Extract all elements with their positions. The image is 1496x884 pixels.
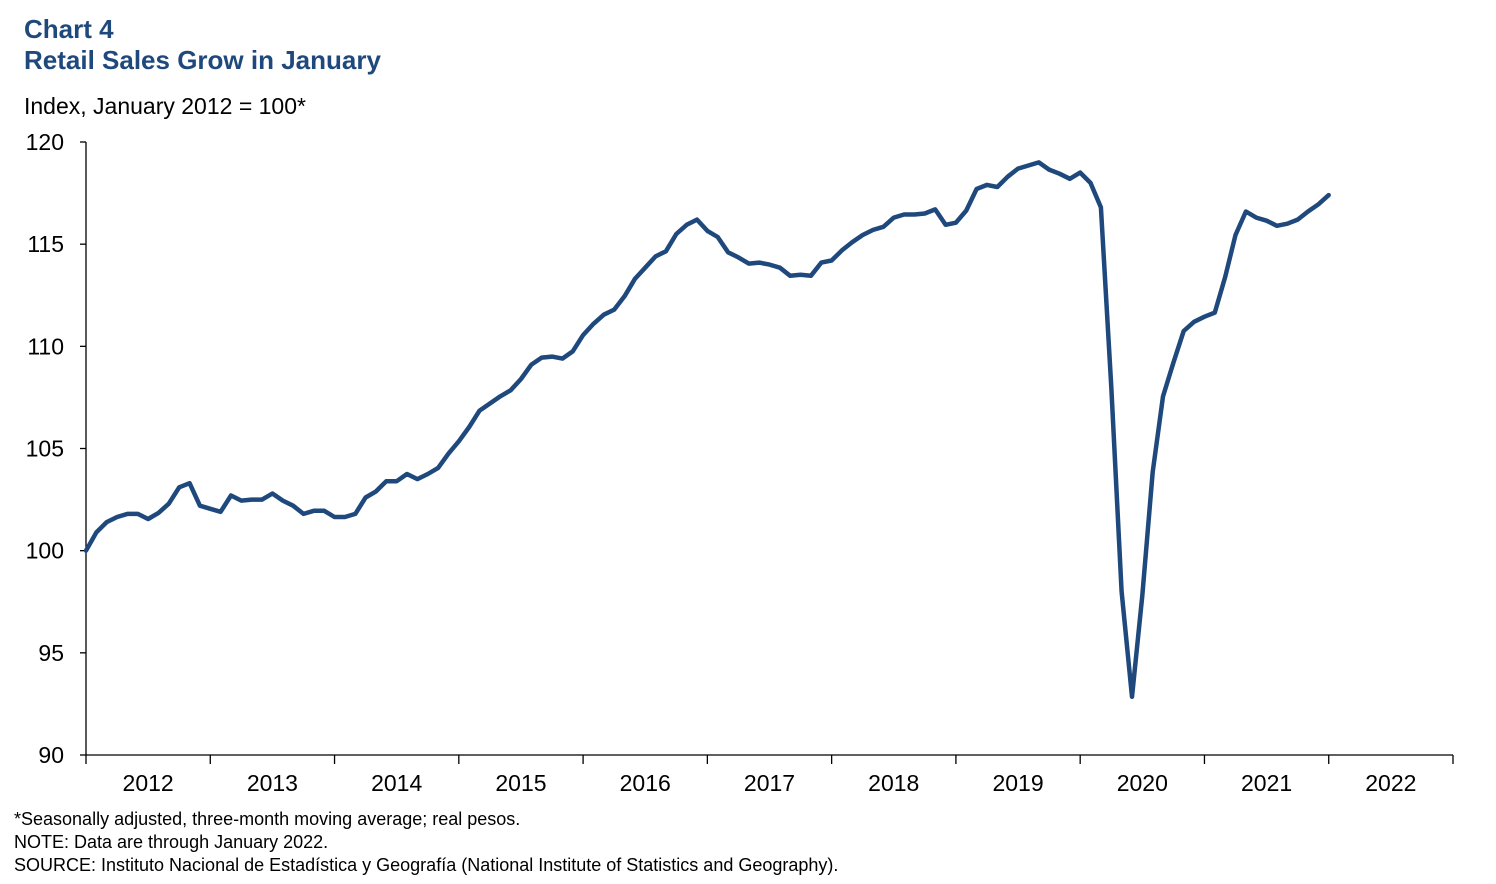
x-tick-label: 2015 [495,770,546,796]
x-tick-label: 2019 [992,770,1043,796]
x-tick-label: 2014 [371,770,422,796]
x-axis: 2012 2013 2014 2015 2016 2017 2018 2019 2020 2021… [85,754,1454,796]
y-tick-label: 120 [26,129,64,155]
series-line-retail-sales [83,160,1331,700]
x-tick-label: 2021 [1241,770,1292,796]
x-tick-label: 2013 [247,770,298,796]
y-axis-unit-label: Index, January 2012 = 100* [24,93,306,119]
chart-title-block: Chart 4 Retail Sales Grow in January [24,14,381,76]
y-tick-label: 90 [38,742,64,768]
x-tick-label: 2020 [1117,770,1168,796]
footnote-note: NOTE: Data are through January 2022. [14,832,329,852]
y-tick-label: 100 [26,538,64,564]
y-tick-label: 115 [27,231,64,257]
footnote-seasonal: *Seasonally adjusted, three-month moving… [14,809,521,829]
chart-title: Retail Sales Grow in January [24,45,381,75]
chart-number: Chart 4 [24,14,114,44]
x-tick-label: 2016 [620,770,671,796]
footnote-source: SOURCE: Instituto Nacional de Estadístic… [14,855,839,875]
line-chart: 90 95 100 105 110 115 120 2012 2013 2014 2015 2016… [26,129,1454,796]
y-tick-label: 110 [27,333,64,359]
x-tick-label: 2012 [123,770,174,796]
series-group [83,160,1331,700]
y-tick-label: 95 [38,640,64,666]
footnotes: *Seasonally adjusted, three-month moving… [14,808,838,877]
x-tick-label: 2022 [1365,770,1416,796]
x-tick-label: 2017 [744,770,795,796]
x-tick-label: 2018 [868,770,919,796]
y-axis: 90 95 100 105 110 115 120 [26,129,87,768]
y-tick-label: 105 [26,436,64,462]
